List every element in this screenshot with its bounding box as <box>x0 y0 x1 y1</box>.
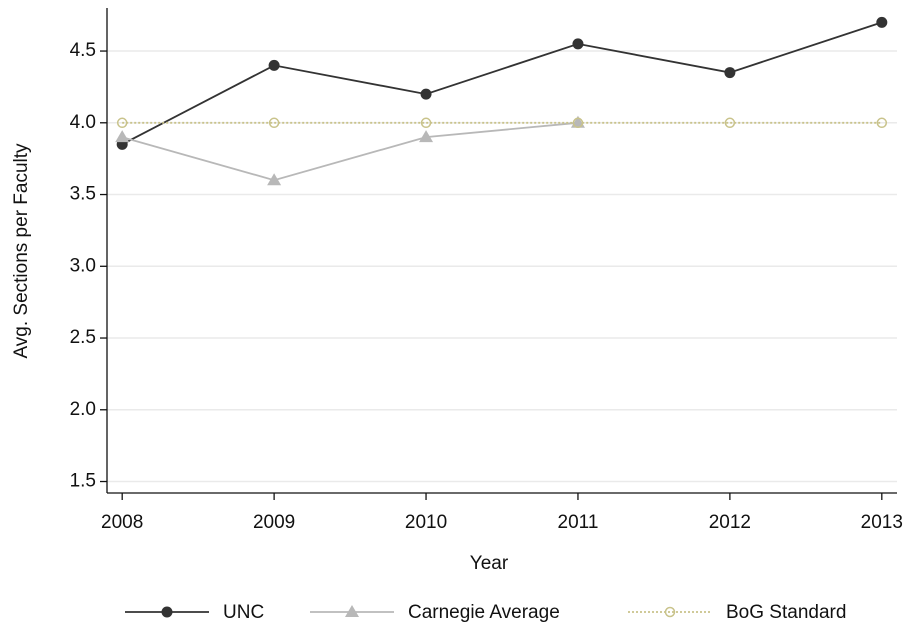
legend-label: BoG Standard <box>726 602 846 623</box>
legend-marker <box>345 605 359 617</box>
x-tick-label: 2011 <box>558 512 599 533</box>
y-tick-label: 4.0 <box>70 112 96 133</box>
y-tick-label: 3.5 <box>70 184 96 205</box>
series-line <box>121 21 883 146</box>
data-point <box>419 130 434 143</box>
y-axis-label: Avg. Sections per Faculty <box>11 143 32 359</box>
legend-label: UNC <box>223 602 264 623</box>
series-line <box>121 121 579 182</box>
data-point <box>876 16 888 28</box>
data-point <box>572 117 584 129</box>
data-point <box>420 88 432 100</box>
data-point <box>420 117 432 129</box>
y-tick-label: 3.0 <box>70 255 96 276</box>
data-point <box>876 117 888 129</box>
x-tick-label: 2010 <box>405 512 447 533</box>
y-tick-label: 2.0 <box>70 399 96 420</box>
x-tick-label: 2009 <box>253 512 295 533</box>
data-point <box>115 130 130 143</box>
x-tick-label: 2012 <box>709 512 751 533</box>
data-point <box>268 59 280 71</box>
data-point <box>572 38 584 50</box>
legend-marker <box>161 606 173 618</box>
x-tick-label: 2008 <box>101 512 143 533</box>
legend-marker <box>664 606 676 618</box>
data-point <box>268 117 280 129</box>
data-point <box>267 173 282 186</box>
y-tick-label: 2.5 <box>70 327 96 348</box>
x-axis-label: Year <box>470 553 509 574</box>
y-tick-label: 1.5 <box>70 471 96 492</box>
data-point <box>724 67 736 79</box>
legend-label: Carnegie Average <box>408 602 560 623</box>
x-tick-label: 2013 <box>861 512 903 533</box>
y-tick-label: 4.5 <box>70 40 96 61</box>
data-point <box>116 117 128 129</box>
data-point <box>724 117 736 129</box>
